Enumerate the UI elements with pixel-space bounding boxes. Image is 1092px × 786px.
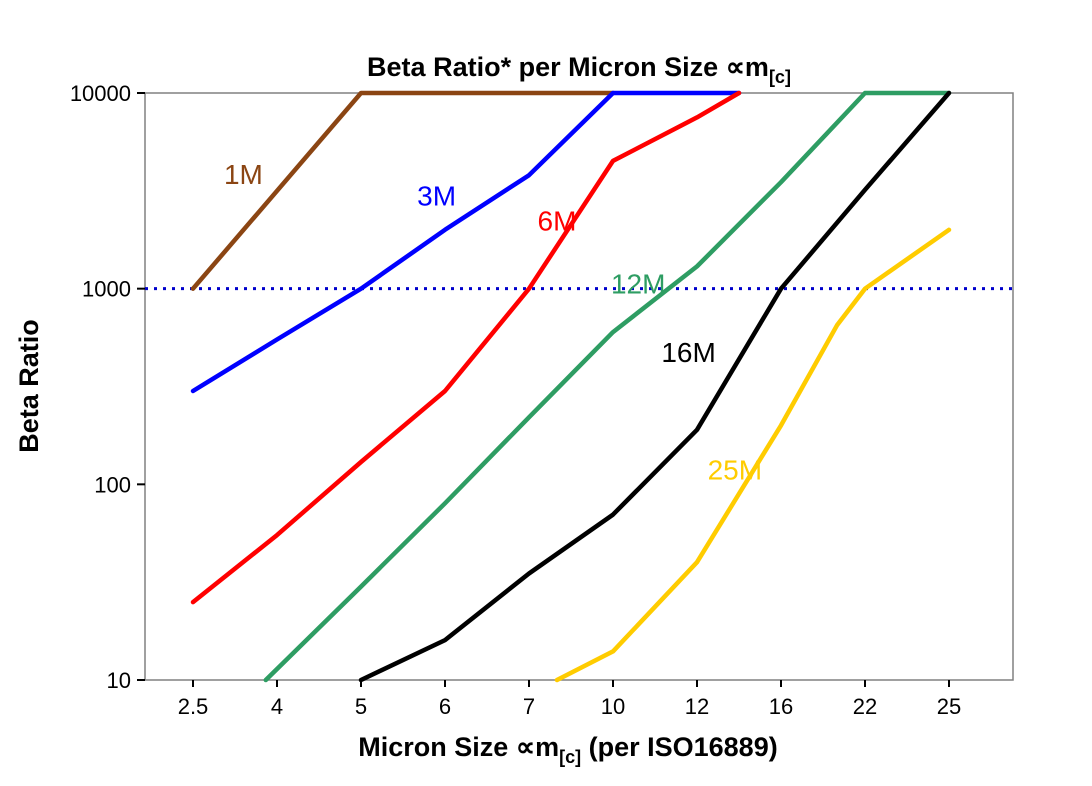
x-tick-label-16: 16 [769,694,793,719]
series-label-3M: 3M [417,181,456,212]
x-tick-label-5: 5 [355,694,367,719]
y-tick-label-10000: 10000 [70,81,131,106]
series-line-16M [358,90,952,683]
series-label-16M: 16M [661,337,715,368]
series-line-3M [190,90,742,394]
chart-title: Beta Ratio* per Micron Size ∝m[c] [367,52,791,87]
chart-title-main: Beta Ratio* per Micron Size ∝m [367,52,769,82]
plot-border [144,92,1014,681]
y-tick-label-1000: 1000 [82,277,131,302]
series-line-6M [190,90,742,605]
series-label-6M: 6M [538,206,577,237]
series-label-12M: 12M [611,269,665,300]
x-tick-label-25: 25 [937,694,961,719]
series-label-1M: 1M [224,159,263,190]
series-line-25M [554,227,952,683]
y-axis-title: Beta Ratio [14,319,44,453]
y-tick-label-100: 100 [94,472,131,497]
x-tick-label-12: 12 [685,694,709,719]
x-tick-label-10: 10 [601,694,625,719]
x-tick-label-22: 22 [853,694,877,719]
x-tick-label-2.5: 2.5 [178,694,209,719]
x-axis-title-subscript: [c] [559,747,581,767]
plot-area: 10 100 1000 10000 2.5 4 5 6 7 10 12 16 22 25 1M 3M 6M 12M… [70,81,1016,719]
x-tick-label-4: 4 [271,694,283,719]
x-axis-title-main: Micron Size ∝m [358,732,559,762]
x-tick-label-6: 6 [439,694,451,719]
chart-title-subscript: [c] [769,67,791,87]
x-axis-title: Micron Size ∝m[c] (per ISO16889) [358,732,777,767]
series-label-25M: 25M [708,454,762,485]
series-line-12M [263,90,952,683]
series-line-1M [190,90,616,291]
y-tick-label-10: 10 [107,668,131,693]
x-tick-label-7: 7 [523,694,535,719]
x-axis-title-suffix: (per ISO16889) [581,732,778,762]
